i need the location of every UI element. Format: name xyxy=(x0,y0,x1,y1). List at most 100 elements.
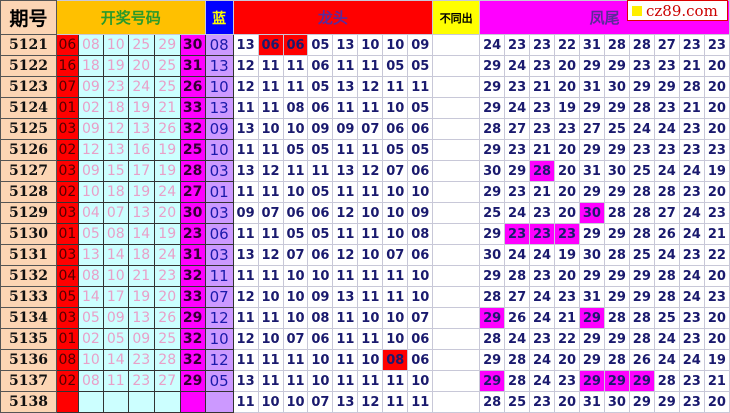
phoenix-cell: 23 xyxy=(678,244,705,266)
dragon-cell: 12 xyxy=(357,160,384,182)
dragon-cell: 11 xyxy=(257,223,284,245)
phoenix-cell: 30 xyxy=(479,160,506,182)
phoenix-cell: 20 xyxy=(703,55,730,77)
red-ball-cell: 03 xyxy=(55,160,79,182)
phoenix-cell: 30 xyxy=(603,160,630,182)
phoenix-cell: 23 xyxy=(504,76,531,98)
phoenix-cell: 24 xyxy=(479,34,506,56)
phoenix-cell: 24 xyxy=(529,307,556,329)
red-ball-cell: 19 xyxy=(102,55,129,77)
table-row: 5124 01 02 18 19 21 33 13 11 11 08 06 11 11 10 05 29 24 23… xyxy=(0,97,730,119)
phoenix-cell: 23 xyxy=(554,286,580,308)
red-ball-cell: 16 xyxy=(55,55,79,77)
blue-ball-cell: 05 xyxy=(204,370,234,392)
phoenix-cell: 27 xyxy=(504,118,531,140)
dragon-cell: 08 xyxy=(382,349,409,371)
phoenix-cell: 28 xyxy=(479,328,506,350)
dragon-cell: 13 xyxy=(232,370,259,392)
red-ball-cell: 03 xyxy=(55,118,79,140)
dragon-cell: 10 xyxy=(357,349,384,371)
dragon-cell: 10 xyxy=(282,118,309,140)
phoenix-cell: 29 xyxy=(479,265,506,287)
blue-ball-cell: 12 xyxy=(204,349,234,371)
phoenix-cell: 27 xyxy=(578,118,605,140)
red-ball-cell: 13 xyxy=(102,139,129,161)
phoenix-cell: 24 xyxy=(678,160,705,182)
phoenix-cell: 28 xyxy=(603,349,630,371)
phoenix-cell: 29 xyxy=(578,307,605,329)
phoenix-cell: 31 xyxy=(578,286,605,308)
red-ball-cell: 14 xyxy=(77,286,104,308)
phoenix-cell: 28 xyxy=(653,370,680,392)
phoenix-cell: 20 xyxy=(554,265,580,287)
header-dragon: 龙头 xyxy=(232,0,434,35)
dragon-cell: 10 xyxy=(282,181,309,203)
red-ball-cell: 23 xyxy=(179,223,206,245)
phoenix-cell: 29 xyxy=(479,307,506,329)
red-ball-cell: 17 xyxy=(102,286,129,308)
red-ball-cell: 14 xyxy=(102,244,129,266)
dragon-cell: 08 xyxy=(282,97,309,119)
phoenix-cell: 21 xyxy=(678,97,705,119)
dragon-cell: 10 xyxy=(307,370,334,392)
phoenix-cell: 31 xyxy=(578,160,605,182)
red-ball-cell: 20 xyxy=(127,55,155,77)
phoenix-cell: 28 xyxy=(628,202,655,224)
red-ball-cell: 26 xyxy=(179,76,206,98)
dragon-cell: 11 xyxy=(357,328,384,350)
issue-cell: 5122 xyxy=(0,55,57,77)
red-ball-cell xyxy=(153,391,181,413)
red-ball-cell: 13 xyxy=(77,244,104,266)
dragon-cell: 11 xyxy=(357,55,384,77)
red-ball-cell: 12 xyxy=(77,139,104,161)
dragon-cell: 05 xyxy=(382,139,409,161)
red-ball-cell: 10 xyxy=(77,349,104,371)
dragon-cell: 11 xyxy=(282,55,309,77)
phoenix-cell: 23 xyxy=(529,328,556,350)
site-logo[interactable]: cz89.com xyxy=(627,0,728,21)
phoenix-cell: 19 xyxy=(554,97,580,119)
table-row: 5132 04 08 10 21 23 32 11 11 11 10 10 11 11 11 10 29 28 23… xyxy=(0,265,730,287)
red-ball-cell: 05 xyxy=(77,307,104,329)
phoenix-cell: 29 xyxy=(603,223,630,245)
dragon-cell: 11 xyxy=(382,370,409,392)
phoenix-cell: 20 xyxy=(554,202,580,224)
blue-ball-cell: 10 xyxy=(204,139,234,161)
dragon-cell: 10 xyxy=(382,328,409,350)
header-blue: 蓝 xyxy=(204,0,234,35)
dragon-cell: 05 xyxy=(307,181,334,203)
dragon-cell: 11 xyxy=(382,391,409,413)
dragon-cell: 09 xyxy=(332,118,359,140)
diff-cell xyxy=(432,244,481,266)
dragon-cell: 11 xyxy=(332,223,359,245)
dragon-cell: 09 xyxy=(307,286,334,308)
dragon-cell: 05 xyxy=(407,55,434,77)
phoenix-cell: 26 xyxy=(653,223,680,245)
phoenix-cell: 22 xyxy=(554,34,580,56)
red-ball-cell: 32 xyxy=(179,265,206,287)
blue-ball-cell: 03 xyxy=(204,202,234,224)
phoenix-cell: 24 xyxy=(678,265,705,287)
red-ball-cell: 24 xyxy=(127,76,155,98)
phoenix-cell: 29 xyxy=(603,55,630,77)
phoenix-cell: 29 xyxy=(603,328,630,350)
phoenix-cell: 28 xyxy=(628,328,655,350)
dragon-cell: 10 xyxy=(382,223,409,245)
phoenix-cell: 29 xyxy=(479,139,506,161)
logo-square-icon xyxy=(632,5,642,16)
dragon-cell: 11 xyxy=(232,391,259,413)
dragon-cell: 10 xyxy=(407,370,434,392)
phoenix-cell: 20 xyxy=(703,307,730,329)
issue-cell: 5124 xyxy=(0,97,57,119)
red-ball-cell: 02 xyxy=(55,370,79,392)
phoenix-cell: 31 xyxy=(578,34,605,56)
red-ball-cell: 08 xyxy=(77,370,104,392)
diff-cell xyxy=(432,265,481,287)
dragon-cell: 11 xyxy=(307,160,334,182)
phoenix-cell: 24 xyxy=(653,349,680,371)
red-ball-cell: 02 xyxy=(55,181,79,203)
phoenix-cell: 20 xyxy=(703,391,730,413)
dragon-cell: 11 xyxy=(232,223,259,245)
phoenix-cell: 28 xyxy=(504,370,531,392)
phoenix-cell: 27 xyxy=(653,34,680,56)
